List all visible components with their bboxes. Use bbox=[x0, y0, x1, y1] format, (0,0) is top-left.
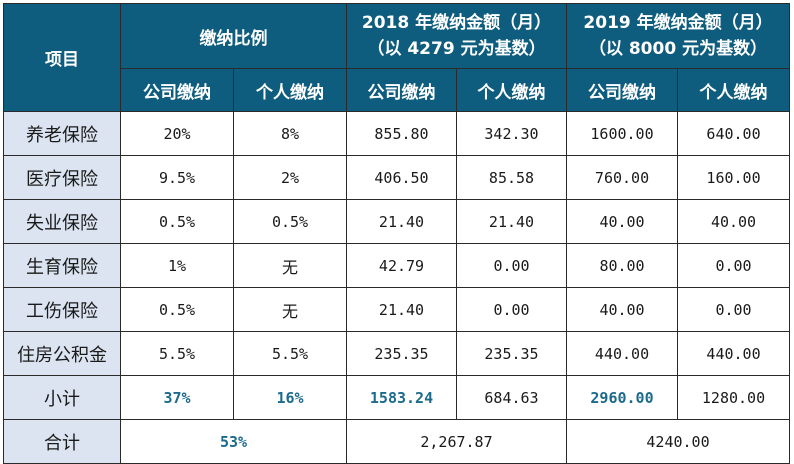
ratio-company-cell: 9.5% bbox=[120, 155, 234, 200]
subtotal-ratio-company: 37% bbox=[120, 375, 234, 420]
y2018-company-cell: 855.80 bbox=[346, 111, 457, 156]
y2019-company-cell: 1600.00 bbox=[566, 111, 679, 156]
table-row: 生育保险 1% 无 42.79 0.00 80.00 0.00 bbox=[3, 243, 791, 288]
y2019-personal-cell: 640.00 bbox=[677, 111, 791, 156]
row-label: 生育保险 bbox=[3, 243, 121, 288]
row-label: 失业保险 bbox=[3, 199, 121, 244]
y2018-company-header: 公司缴纳 bbox=[346, 68, 457, 112]
y2018-company-cell: 42.79 bbox=[346, 243, 457, 288]
table-row: 工伤保险 0.5% 无 21.40 0.00 40.00 0.00 bbox=[3, 287, 791, 332]
ratio-company-cell: 0.5% bbox=[120, 199, 234, 244]
row-label: 住房公积金 bbox=[3, 331, 121, 376]
total-row: 合计 53% 2,267.87 4240.00 bbox=[3, 419, 791, 464]
y2018-personal-cell: 342.30 bbox=[455, 111, 568, 156]
total-label: 合计 bbox=[3, 419, 121, 464]
y2019-personal-header: 个人缴纳 bbox=[677, 68, 791, 112]
ratio-company-cell: 0.5% bbox=[120, 287, 234, 332]
ratio-personal-cell: 无 bbox=[233, 287, 347, 332]
y2019-company-header: 公司缴纳 bbox=[566, 68, 679, 112]
table-row: 住房公积金 5.5% 5.5% 235.35 235.35 440.00 440… bbox=[3, 331, 791, 376]
row-label: 工伤保险 bbox=[3, 287, 121, 332]
ratio-group-header: 缴纳比例 bbox=[120, 3, 347, 69]
ratio-company-cell: 1% bbox=[120, 243, 234, 288]
y2018-header-line2: （以 4279 元为基数） bbox=[367, 39, 546, 59]
header-row-sub: 公司缴纳 个人缴纳 公司缴纳 个人缴纳 公司缴纳 个人缴纳 bbox=[4, 68, 791, 112]
subtotal-label: 小计 bbox=[3, 375, 121, 420]
y2018-personal-header: 个人缴纳 bbox=[455, 68, 568, 112]
y2018-header-line1: 2018 年缴纳金额（月） bbox=[361, 13, 552, 33]
y2018-personal-cell: 85.58 bbox=[455, 155, 568, 200]
table-row: 养老保险 20% 8% 855.80 342.30 1600.00 640.00 bbox=[3, 111, 791, 156]
table-row: 失业保险 0.5% 0.5% 21.40 21.40 40.00 40.00 bbox=[3, 199, 791, 244]
insurance-contribution-table: 项目 缴纳比例 2018 年缴纳金额（月） （以 4279 元为基数） 2019… bbox=[3, 3, 791, 464]
y2019-group-header: 2019 年缴纳金额（月） （以 8000 元为基数） bbox=[566, 3, 791, 69]
subtotal-row: 小计 37% 16% 1583.24 684.63 2960.00 1280.0… bbox=[3, 375, 791, 420]
ratio-personal-cell: 无 bbox=[233, 243, 347, 288]
subtotal-y2018-company: 1583.24 bbox=[346, 375, 457, 420]
y2018-personal-cell: 235.35 bbox=[455, 331, 568, 376]
y2019-personal-cell: 40.00 bbox=[677, 199, 791, 244]
row-label: 医疗保险 bbox=[3, 155, 121, 200]
y2018-group-header: 2018 年缴纳金额（月） （以 4279 元为基数） bbox=[345, 3, 568, 69]
item-column-header: 项目 bbox=[3, 3, 121, 112]
y2018-personal-cell: 0.00 bbox=[455, 243, 568, 288]
y2019-personal-cell: 0.00 bbox=[677, 287, 791, 332]
subtotal-y2019-personal: 1280.00 bbox=[677, 375, 791, 420]
y2019-company-cell: 760.00 bbox=[566, 155, 679, 200]
subtotal-y2018-personal: 684.63 bbox=[455, 375, 568, 420]
ratio-personal-cell: 2% bbox=[233, 155, 347, 200]
total-y2019-cell: 4240.00 bbox=[566, 419, 791, 464]
y2019-header-line1: 2019 年缴纳金额（月） bbox=[583, 13, 773, 33]
ratio-personal-cell: 8% bbox=[233, 111, 347, 156]
y2019-personal-cell: 0.00 bbox=[677, 243, 791, 288]
y2018-company-cell: 21.40 bbox=[346, 287, 457, 332]
y2019-header-line2: （以 8000 元为基数） bbox=[588, 39, 768, 59]
y2018-personal-cell: 0.00 bbox=[455, 287, 568, 332]
y2019-personal-cell: 160.00 bbox=[677, 155, 791, 200]
y2019-company-cell: 40.00 bbox=[566, 199, 679, 244]
y2019-company-cell: 80.00 bbox=[566, 243, 679, 288]
y2018-company-cell: 406.50 bbox=[346, 155, 457, 200]
subtotal-y2019-company: 2960.00 bbox=[566, 375, 679, 420]
ratio-personal-cell: 0.5% bbox=[233, 199, 347, 244]
y2019-company-cell: 440.00 bbox=[566, 331, 679, 376]
total-ratio-cell: 53% bbox=[120, 419, 347, 464]
ratio-personal-cell: 5.5% bbox=[233, 331, 347, 376]
total-y2018-cell: 2,267.87 bbox=[345, 419, 568, 464]
ratio-company-header: 公司缴纳 bbox=[120, 68, 234, 112]
subtotal-ratio-personal: 16% bbox=[233, 375, 347, 420]
y2019-personal-cell: 440.00 bbox=[677, 331, 791, 376]
y2018-company-cell: 21.40 bbox=[346, 199, 457, 244]
y2019-company-cell: 40.00 bbox=[566, 287, 679, 332]
row-label: 养老保险 bbox=[3, 111, 121, 156]
header-row-top: 项目 缴纳比例 2018 年缴纳金额（月） （以 4279 元为基数） 2019… bbox=[3, 3, 791, 112]
y2018-personal-cell: 21.40 bbox=[455, 199, 568, 244]
table-row: 医疗保险 9.5% 2% 406.50 85.58 760.00 160.00 bbox=[3, 155, 791, 200]
ratio-company-cell: 20% bbox=[120, 111, 234, 156]
y2018-company-cell: 235.35 bbox=[346, 331, 457, 376]
ratio-personal-header: 个人缴纳 bbox=[233, 68, 347, 112]
ratio-company-cell: 5.5% bbox=[120, 331, 234, 376]
